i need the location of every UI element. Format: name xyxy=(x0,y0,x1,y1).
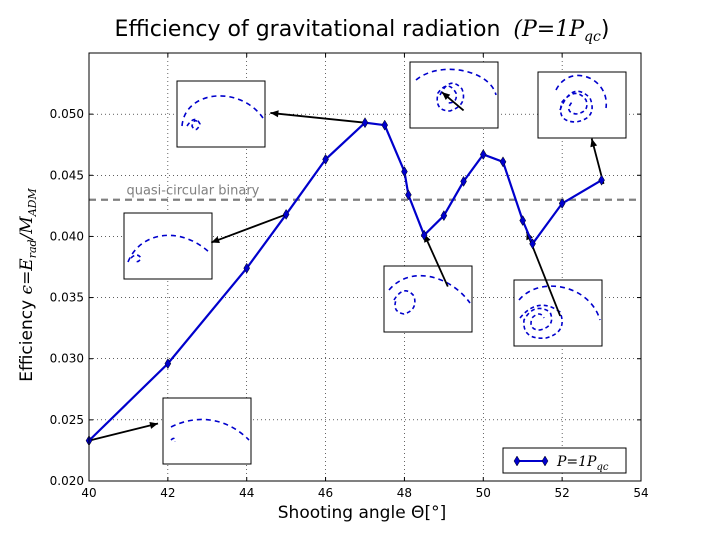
y-tick-label: 0.025 xyxy=(50,413,84,427)
x-tick-label: 54 xyxy=(633,486,648,500)
y-axis-label: Efficiency ϵ=Erad/MADM xyxy=(17,188,39,382)
orbit-trajectory-inner xyxy=(559,90,593,123)
series-line xyxy=(88,121,603,442)
data-point xyxy=(361,117,369,129)
x-tick-label: 48 xyxy=(397,486,412,500)
y-tick-label: 0.040 xyxy=(50,229,84,243)
orbit-trajectory-inner xyxy=(393,290,416,315)
chart-title-text: Efficiency of gravitational radiation xyxy=(115,17,501,42)
data-point xyxy=(519,215,527,227)
inset-arrowhead xyxy=(149,422,158,429)
reference-line-group: quasi-circular binary xyxy=(89,184,641,201)
y-tick-label: 0.030 xyxy=(50,352,84,366)
orbit-inset-box xyxy=(537,71,627,139)
series-layer xyxy=(85,117,605,447)
data-point xyxy=(529,238,536,250)
x-tick-label: 40 xyxy=(81,486,96,500)
inset-arrowhead xyxy=(441,92,451,100)
inset-arrow xyxy=(423,233,449,287)
y-tick-label: 0.050 xyxy=(50,107,84,121)
legend-label-main: P=1P xyxy=(556,454,597,470)
orbit-trajectory xyxy=(127,234,211,263)
orbit-inset-box xyxy=(409,61,499,129)
orbit-trajectory xyxy=(181,95,264,127)
orbit-trajectory-inner xyxy=(170,437,176,443)
data-point xyxy=(282,208,290,220)
data-point xyxy=(322,153,329,165)
chart-title: Efficiency of gravitational radiation (P… xyxy=(115,17,610,45)
orbit-inset-box xyxy=(513,279,603,347)
x-tick-label: 46 xyxy=(318,486,333,500)
data-point xyxy=(401,166,408,178)
y-tick-label: 0.035 xyxy=(50,291,84,305)
y-axis-label-sub1: rad xyxy=(26,239,39,258)
data-point xyxy=(381,119,389,131)
x-tick-label: 50 xyxy=(476,486,491,500)
x-tick-label: 42 xyxy=(160,486,175,500)
data-point xyxy=(420,229,428,241)
y-axis-label-sub2: ADM xyxy=(26,188,39,218)
y-tick-label: 0.020 xyxy=(50,474,84,488)
legend-marker-right xyxy=(541,455,549,467)
chart-title-sub: qc xyxy=(584,29,601,45)
orbit-trajectory xyxy=(170,418,250,441)
orbit-inset-box xyxy=(123,212,213,280)
data-point xyxy=(558,197,566,209)
orbit-trajectory-inner xyxy=(436,82,465,112)
ticks: 40 42 44 46 48 50 52 54 0.020 0.025 0.030 0.035 0.04… xyxy=(50,53,649,500)
orbit-trajectory xyxy=(388,274,471,304)
inset-arrow xyxy=(270,112,366,124)
orbit-trajectory-inner xyxy=(130,254,142,263)
inset-arrow xyxy=(210,213,287,244)
data-point xyxy=(405,189,412,201)
inset-arrowhead xyxy=(270,110,279,118)
orbit-insets xyxy=(88,61,627,465)
inset-arrow xyxy=(88,422,159,442)
y-tick-label: 0.045 xyxy=(50,168,84,182)
y-axis-label-mid: /M xyxy=(17,216,37,242)
plot-area-frame xyxy=(88,52,642,482)
orbit-trajectory xyxy=(518,285,601,321)
x-tick-label: 44 xyxy=(239,486,254,500)
chart-title-end: ) xyxy=(601,17,610,42)
data-point xyxy=(479,149,487,160)
legend: P=1Pqc xyxy=(502,447,627,474)
data-point xyxy=(164,358,172,370)
data-point xyxy=(598,174,605,186)
data-point xyxy=(499,156,507,168)
chart-title-math: (P=1P xyxy=(513,17,585,42)
orbit-inset-box xyxy=(162,397,252,465)
legend-label: P=1Pqc xyxy=(556,454,609,473)
inset-arrowhead xyxy=(211,236,220,244)
y-axis-label-prefix: Efficiency xyxy=(17,294,37,381)
data-point xyxy=(460,175,467,187)
y-axis-label-math: ϵ=E xyxy=(17,258,37,295)
inset-arrowhead xyxy=(590,138,598,148)
legend-marker-left xyxy=(513,455,521,467)
orbit-trajectory xyxy=(415,68,497,96)
x-tick-label: 52 xyxy=(555,486,570,500)
orbit-inset-box xyxy=(176,80,266,148)
data-point xyxy=(243,262,251,274)
orbit-trajectory xyxy=(555,74,607,109)
orbit-trajectory-inner xyxy=(186,118,201,131)
reference-line-label: quasi-circular binary xyxy=(126,184,259,199)
legend-label-sub: qc xyxy=(596,462,608,473)
data-point xyxy=(440,210,448,222)
x-axis-label: Shooting angle Θ[°] xyxy=(278,503,446,523)
orbit-inset-box xyxy=(383,265,473,333)
